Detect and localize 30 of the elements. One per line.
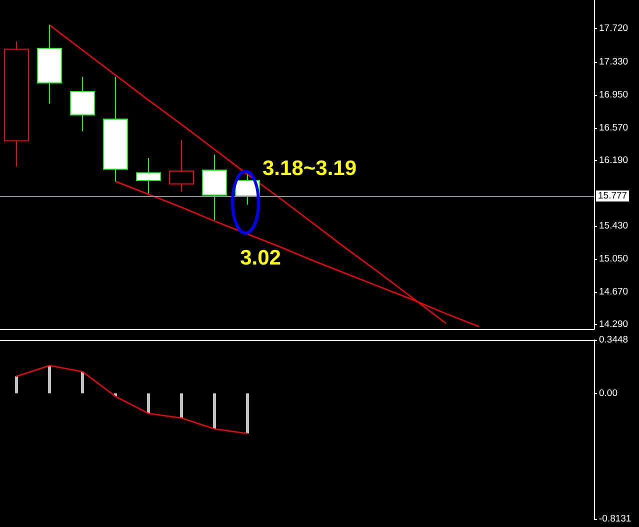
candlestick <box>169 139 194 192</box>
candlestick <box>37 24 62 104</box>
y-tick-label: 16.950 <box>599 89 628 100</box>
y-tick-label: 17.720 <box>599 22 628 34</box>
candlestick <box>103 76 128 182</box>
bar <box>180 393 183 418</box>
ref-line-label: 15.777 <box>598 190 628 202</box>
candlestick <box>202 154 227 221</box>
bar <box>48 365 51 394</box>
candlestick <box>70 76 95 132</box>
annotation: 3.18~3.19 <box>262 156 357 180</box>
y-tick-label: 17.330 <box>599 56 628 68</box>
y-tick-label: 16.190 <box>599 155 628 166</box>
y-tick-label: 15.430 <box>599 220 628 232</box>
bar <box>246 393 249 434</box>
bar <box>147 393 150 414</box>
y-tick-label: -0.8131 <box>599 514 632 524</box>
bar <box>213 393 216 429</box>
y-tick-label: 0.00 <box>599 388 618 399</box>
y-tick-label: 16.570 <box>599 122 628 134</box>
line-series <box>16 364 248 434</box>
candlestick <box>136 158 161 194</box>
y-tick-label: 14.670 <box>599 286 628 298</box>
annotation: 3.02 <box>240 246 281 270</box>
y-tick-label: 0.3448 <box>599 334 628 346</box>
candlestick <box>4 40 29 168</box>
bar <box>81 372 84 394</box>
y-tick-label: 15.050 <box>599 254 628 265</box>
y-tick-label: 14.290 <box>599 319 628 330</box>
bar <box>15 376 18 394</box>
